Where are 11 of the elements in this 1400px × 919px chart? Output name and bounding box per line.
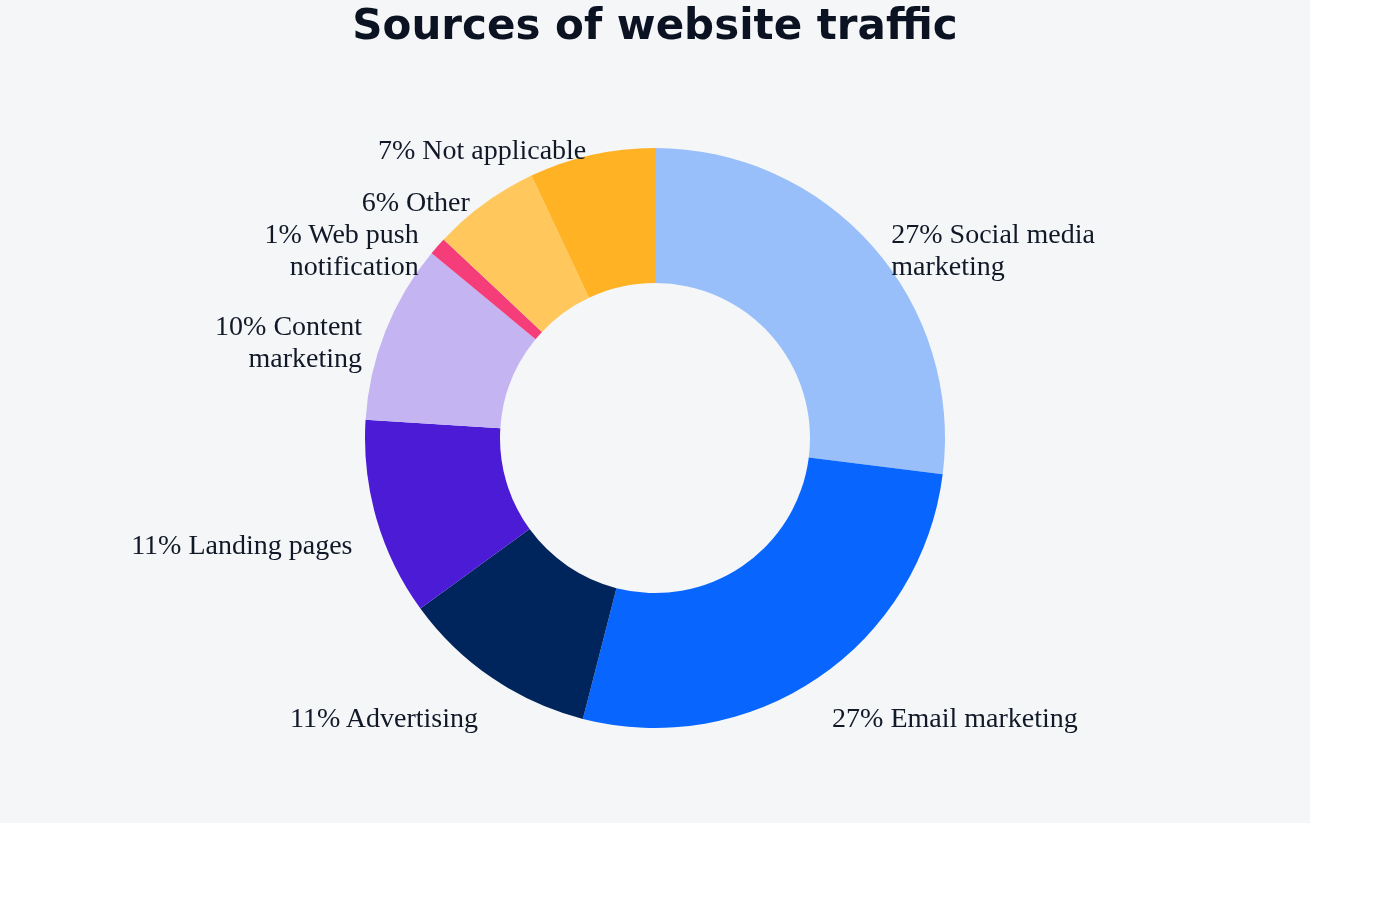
chart-title: Sources of website traffic <box>352 0 958 49</box>
slice-label: 27% Social media marketing <box>891 217 1096 281</box>
slice-label: 7% Not applicable <box>377 133 587 165</box>
slice-label: 6% Other <box>361 186 471 218</box>
donut-slice <box>431 239 543 340</box>
slice-label: 11% Landing pages <box>131 528 353 560</box>
slice-label: 27% Email marketing <box>832 701 1078 733</box>
slice-label: 11% Advertising <box>289 701 478 733</box>
slice-label: 10% Content marketing <box>215 310 363 374</box>
donut-slice <box>365 419 530 609</box>
slice-label: 1% Web push notification <box>264 217 419 281</box>
